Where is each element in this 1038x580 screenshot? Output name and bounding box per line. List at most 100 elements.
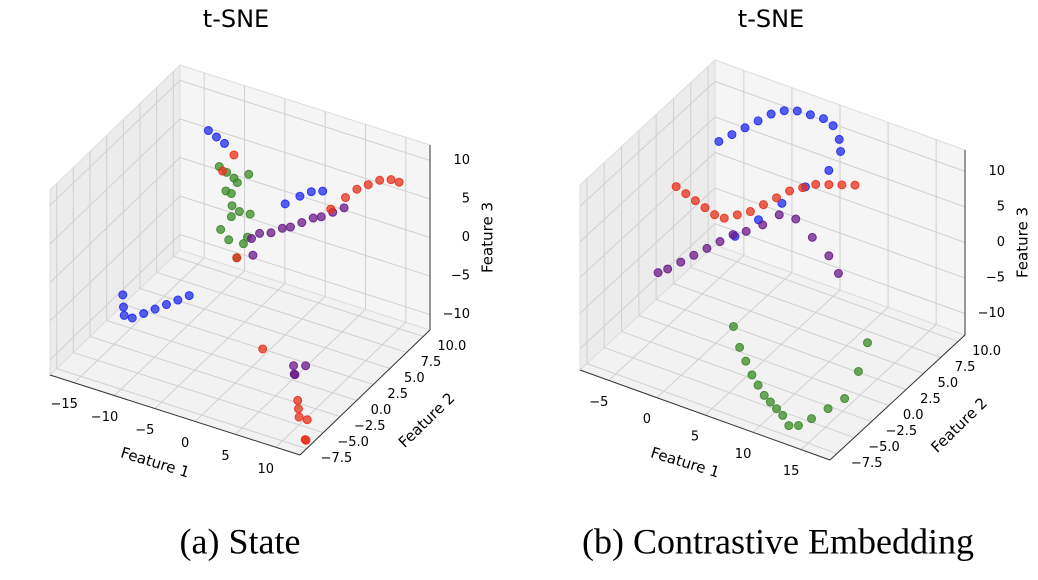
data-point (741, 356, 751, 366)
data-point (837, 180, 847, 190)
grid-line (752, 122, 889, 433)
data-point (226, 212, 236, 222)
y-tick-label: 10.0 (437, 339, 466, 354)
data-point (735, 342, 745, 352)
data-point (266, 228, 276, 238)
data-point (280, 199, 290, 209)
x-tick-label: 5 (691, 430, 699, 445)
data-point (293, 395, 303, 405)
y-tick-label: 5.0 (937, 376, 958, 391)
data-point (290, 370, 300, 380)
data-point (853, 366, 863, 376)
grid-line (275, 137, 407, 448)
data-point (774, 210, 784, 220)
data-point (772, 193, 782, 203)
grid-line (156, 87, 407, 353)
data-point (306, 187, 316, 197)
data-point (840, 394, 850, 404)
data-point (741, 226, 751, 236)
x-tick-label: −5 (589, 395, 608, 410)
grid-line (49, 79, 431, 206)
data-point (671, 182, 681, 192)
data-point (747, 370, 757, 380)
x-axis (49, 374, 301, 456)
y-tick-label: −7.5 (851, 456, 883, 471)
data-point (118, 302, 128, 312)
x-tick-label: 10 (735, 447, 752, 462)
grid-line (56, 183, 307, 450)
data-point (326, 204, 336, 214)
data-point (758, 220, 768, 230)
data-point (727, 130, 737, 140)
x-tick-label: −5 (135, 423, 154, 438)
data-point (173, 295, 183, 305)
data-point (719, 213, 729, 223)
data-point (811, 179, 821, 189)
subplot: −15 −10 −5 0 5 10 −7.5−5.0−2.50.02.55.07.510.0… (49, 5, 497, 561)
data-point (211, 132, 221, 142)
y-tick-label: −5.0 (868, 440, 900, 455)
x-tick-label: −10 (91, 410, 118, 425)
data-point (216, 224, 226, 234)
data-point (258, 344, 268, 354)
data-point (836, 146, 846, 156)
z-tick-label: −5 (986, 271, 1005, 286)
data-point (833, 268, 843, 278)
data-point (294, 412, 304, 422)
data-point (772, 404, 782, 414)
data-point (732, 210, 742, 220)
data-point (277, 223, 287, 233)
y-tick-label: 2.5 (387, 387, 408, 402)
data-point (690, 196, 700, 206)
data-point (702, 243, 712, 253)
data-point (220, 138, 230, 148)
data-point (232, 178, 242, 188)
data-point (824, 165, 834, 175)
data-point (728, 230, 738, 240)
data-point (728, 321, 738, 331)
grid-line (579, 116, 966, 243)
data-point (340, 193, 350, 203)
z-tick-label: −5 (451, 269, 470, 284)
data-point (386, 175, 396, 185)
data-point (221, 186, 231, 196)
data-point (293, 404, 303, 414)
data-point (710, 210, 720, 220)
grid-line (49, 195, 431, 322)
data-point (793, 421, 803, 431)
y-tick-label: 2.5 (920, 392, 941, 407)
data-point (363, 180, 373, 190)
z-axis-label: Feature 3 (1014, 207, 1032, 278)
grid-line (139, 103, 391, 369)
data-point (823, 404, 833, 414)
data-point (758, 200, 768, 210)
z-tick-label: −10 (443, 307, 470, 322)
data-point (229, 150, 239, 160)
y-tick-label: −2.5 (886, 424, 918, 439)
data-point (375, 175, 385, 185)
caption: (b) Contrastive Embedding (582, 521, 974, 561)
data-point (184, 291, 194, 301)
grid-line (106, 135, 357, 401)
z-tick-label: 10 (453, 153, 470, 168)
data-point (715, 237, 725, 247)
data-point (302, 415, 312, 425)
x-tick-label: 15 (783, 464, 800, 479)
grid-line (800, 139, 937, 450)
z-tick-label: 10 (988, 164, 1005, 179)
chart-title: t-SNE (203, 5, 269, 33)
data-point (834, 134, 844, 144)
y-tick-label: −7.5 (321, 451, 353, 466)
z-tick-label: −10 (978, 306, 1005, 321)
data-point (785, 186, 795, 196)
data-point (653, 268, 663, 278)
data-point (255, 228, 265, 238)
data-point (740, 123, 750, 133)
x-tick-label: −15 (50, 397, 77, 412)
data-point (238, 239, 248, 249)
y-tick-label: 7.5 (421, 355, 442, 370)
data-point (234, 207, 244, 217)
grid-line (194, 111, 326, 422)
data-point (301, 361, 311, 371)
data-point (792, 106, 802, 116)
